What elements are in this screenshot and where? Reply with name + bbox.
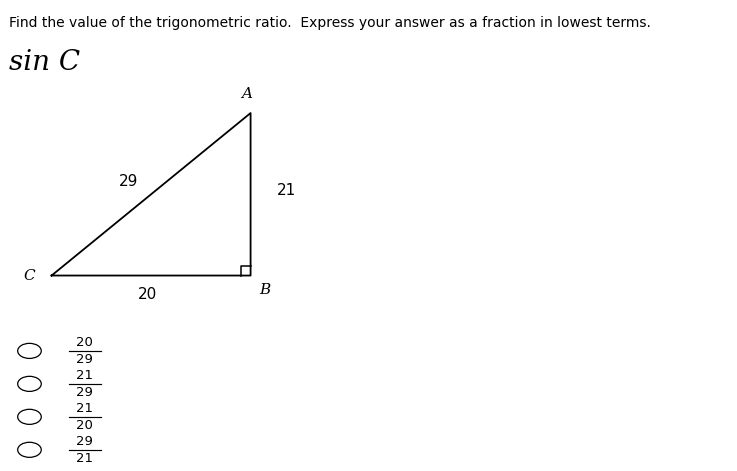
Text: 21: 21: [76, 402, 94, 415]
Text: 21: 21: [276, 183, 296, 198]
Text: A: A: [242, 87, 252, 101]
Text: 29: 29: [77, 353, 93, 366]
Text: 29: 29: [119, 174, 139, 189]
Text: Find the value of the trigonometric ratio.  Express your answer as a fraction in: Find the value of the trigonometric rati…: [9, 16, 651, 31]
Text: 29: 29: [77, 435, 93, 448]
Text: sin C: sin C: [9, 49, 80, 76]
Text: C: C: [24, 268, 35, 283]
Text: 20: 20: [138, 287, 157, 302]
Text: 20: 20: [77, 336, 93, 349]
Text: B: B: [259, 283, 271, 297]
Text: 20: 20: [77, 419, 93, 432]
Text: 21: 21: [76, 452, 94, 465]
Text: 29: 29: [77, 386, 93, 399]
Text: 21: 21: [76, 369, 94, 382]
